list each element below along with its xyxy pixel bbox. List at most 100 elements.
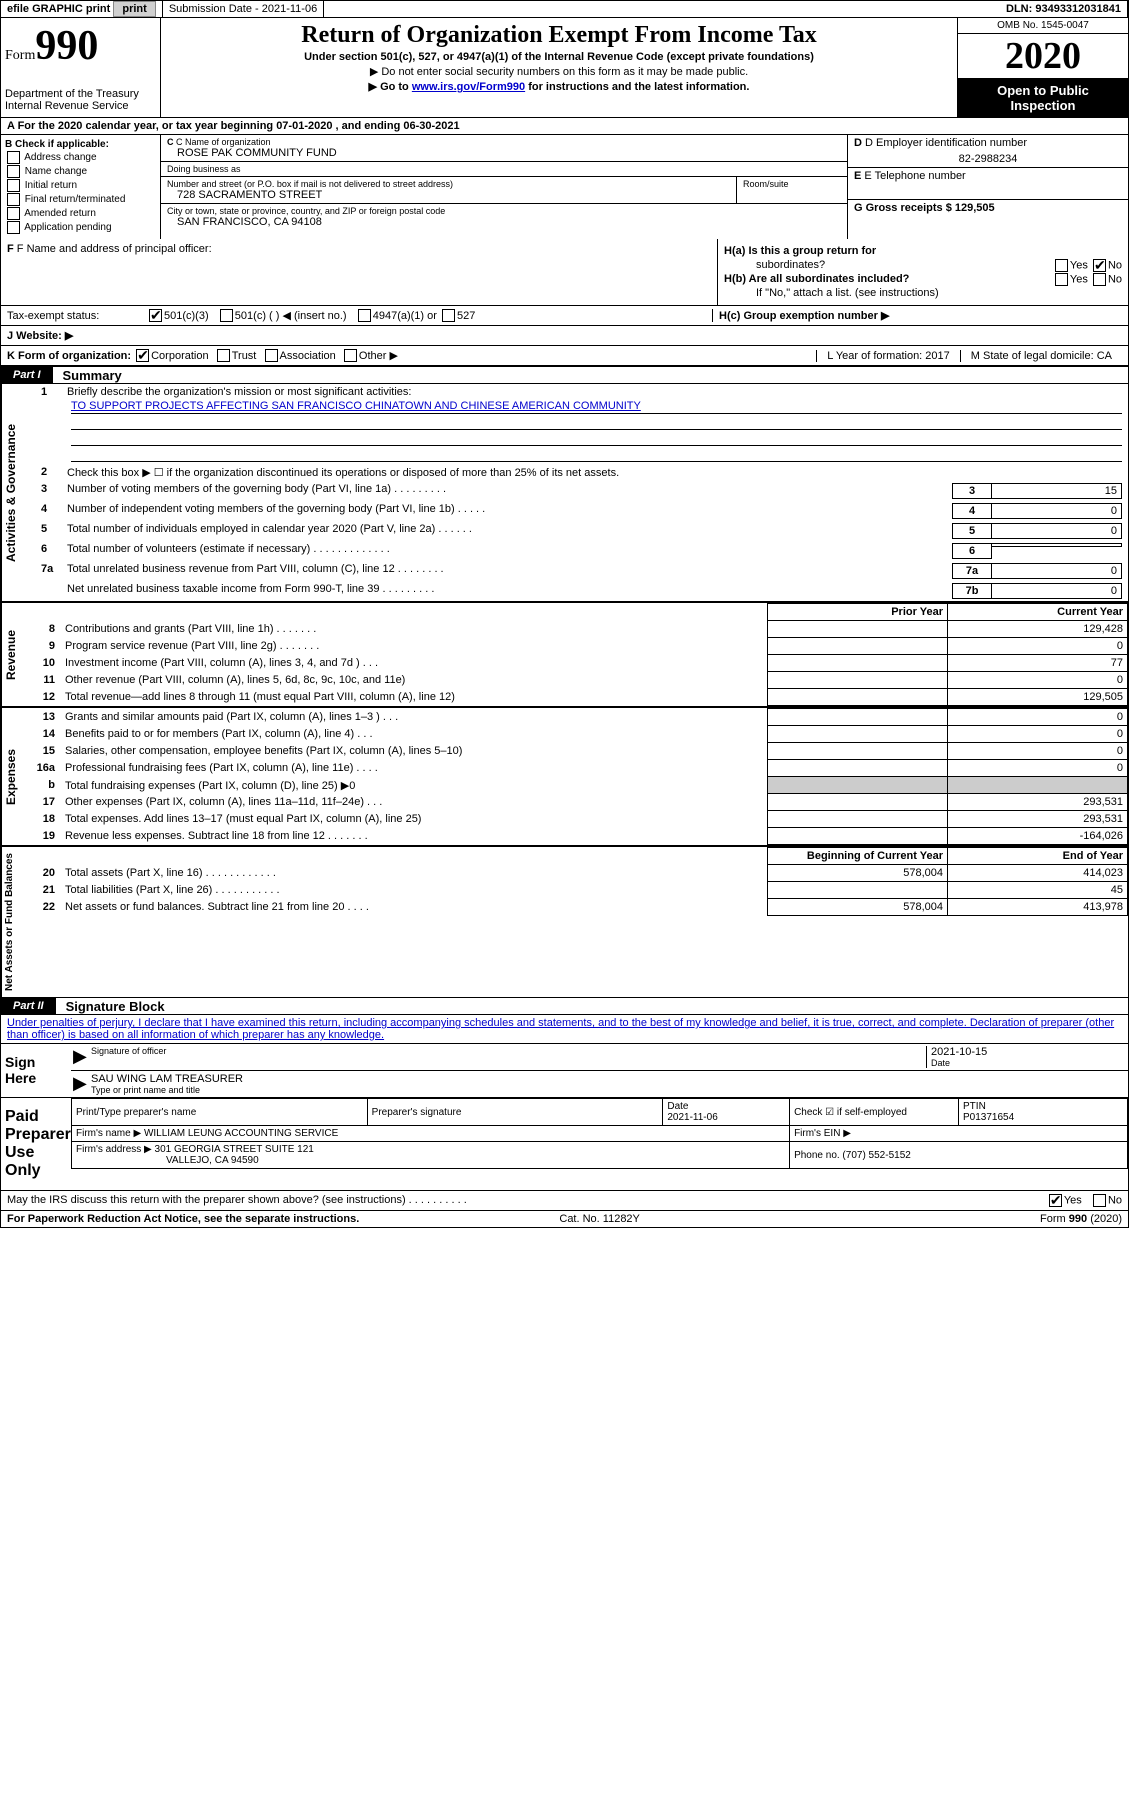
row-prior (768, 794, 948, 811)
part2-tab: Part II (1, 998, 56, 1014)
row-prior (768, 655, 948, 672)
hc-line: H(c) Group exemption number ▶ (712, 309, 1122, 322)
hb-no[interactable] (1093, 273, 1106, 286)
row-desc: Revenue less expenses. Subtract line 18 … (61, 828, 768, 845)
discuss-no[interactable] (1093, 1194, 1106, 1207)
table-row: 9 Program service revenue (Part VIII, li… (31, 638, 1128, 655)
cb-corporation[interactable] (136, 349, 149, 362)
row-desc: Total liabilities (Part X, line 26) . . … (61, 882, 768, 899)
section-b-header: B Check if applicable: (5, 139, 156, 150)
row-current (948, 777, 1128, 794)
prep-h3: Date (667, 1101, 688, 1112)
line-val (992, 543, 1122, 547)
mission-text[interactable]: TO SUPPORT PROJECTS AFFECTING SAN FRANCI… (71, 400, 641, 412)
section-bcde: B Check if applicable: Address change Na… (1, 135, 1128, 239)
cb-amended-return[interactable]: Amended return (5, 207, 156, 220)
hb-yes[interactable] (1055, 273, 1068, 286)
line-box: 6 (952, 543, 992, 559)
ha-line: H(a) Is this a group return for (724, 245, 1122, 257)
discuss-yes[interactable] (1049, 1194, 1062, 1207)
ha-no[interactable] (1093, 259, 1106, 272)
paid-preparer-label: Paid Preparer Use Only (1, 1098, 71, 1190)
revenue-table: Prior YearCurrent Year 8 Contributions a… (31, 603, 1128, 706)
cb-4947[interactable] (358, 309, 371, 322)
part1-governance: Activities & Governance 1 Briefly descri… (1, 384, 1128, 603)
line-box: 7b (952, 583, 992, 599)
prep-date: 2021-11-06 (667, 1112, 717, 1123)
row-current: 413,978 (948, 899, 1128, 916)
cb-name-change[interactable]: Name change (5, 165, 156, 178)
discuss-question: May the IRS discuss this return with the… (7, 1194, 467, 1207)
part2-title: Signature Block (56, 999, 165, 1014)
cb-address-change[interactable]: Address change (5, 151, 156, 164)
line-desc: Net unrelated business taxable income fr… (67, 583, 952, 595)
dln: DLN: 93493312031841 (1000, 1, 1128, 17)
row-desc: Program service revenue (Part VIII, line… (61, 638, 768, 655)
cb-initial-return[interactable]: Initial return (5, 179, 156, 192)
line-val: 0 (992, 583, 1122, 599)
cb-trust[interactable] (217, 349, 230, 362)
row-desc: Professional fundraising fees (Part IX, … (61, 760, 768, 777)
row-current: 0 (948, 709, 1128, 726)
form-main: Form990 Department of the Treasury Inter… (0, 18, 1129, 1228)
irs-label: Internal Revenue Service (5, 100, 156, 112)
gov-line: 7a Total unrelated business revenue from… (31, 561, 1128, 581)
cb-501c3[interactable] (149, 309, 162, 322)
sig-arrow-icon: ▶ (73, 1046, 87, 1068)
state-domicile: M State of legal domicile: CA (960, 350, 1122, 362)
table-row: b Total fundraising expenses (Part IX, c… (31, 777, 1128, 794)
side-revenue: Revenue (1, 603, 31, 706)
row-a-tax-year: A For the 2020 calendar year, or tax yea… (1, 118, 1128, 135)
ha-line2: subordinates? Yes No (724, 259, 1122, 271)
tax-status-row: Tax-exempt status: 501(c)(3) 501(c) ( ) … (1, 306, 1128, 326)
cb-527[interactable] (442, 309, 455, 322)
row-desc: Grants and similar amounts paid (Part IX… (61, 709, 768, 726)
gov-line: 5 Total number of individuals employed i… (31, 521, 1128, 541)
table-row: 13 Grants and similar amounts paid (Part… (31, 709, 1128, 726)
name-arrow-icon: ▶ (73, 1073, 87, 1095)
mission-blank1 (71, 416, 1122, 430)
officer-name: SAU WING LAM TREASURER (91, 1073, 243, 1085)
table-row: 22 Net assets or fund balances. Subtract… (31, 899, 1128, 916)
row-current: -164,026 (948, 828, 1128, 845)
firm-addr: 301 GEORGIA STREET SUITE 121 (155, 1144, 314, 1155)
ha-yes[interactable] (1055, 259, 1068, 272)
cb-application-pending[interactable]: Application pending (5, 221, 156, 234)
row-num: b (31, 777, 61, 794)
sign-here-section: Sign Here ▶ Signature of officer 2021-10… (1, 1044, 1128, 1098)
gross-receipts: G Gross receipts $ 129,505 (854, 202, 1122, 214)
perjury-link[interactable]: Under penalties of perjury, I declare th… (7, 1017, 1114, 1041)
year-formation: L Year of formation: 2017 (816, 350, 960, 362)
line-val: 0 (992, 523, 1122, 539)
irs-link[interactable]: www.irs.gov/Form990 (412, 81, 525, 93)
tax-status-label: Tax-exempt status: (7, 310, 147, 322)
row-num: 16a (31, 760, 61, 777)
print-button[interactable]: print (113, 1, 155, 17)
row-num: 20 (31, 865, 61, 882)
line-desc: Total unrelated business revenue from Pa… (67, 563, 952, 575)
row-prior (768, 882, 948, 899)
paid-preparer-section: Paid Preparer Use Only Print/Type prepar… (1, 1098, 1128, 1191)
part1-revenue: Revenue Prior YearCurrent Year 8 Contrib… (1, 603, 1128, 708)
row-prior (768, 828, 948, 845)
row-current: 293,531 (948, 811, 1128, 828)
page-footer: For Paperwork Reduction Act Notice, see … (1, 1210, 1128, 1227)
cb-501c[interactable] (220, 309, 233, 322)
row-prior (768, 709, 948, 726)
cb-final-return[interactable]: Final return/terminated (5, 193, 156, 206)
addr-label: Number and street (or P.O. box if mail i… (167, 179, 730, 189)
row-num: 22 (31, 899, 61, 916)
officer-name-label: Type or print name and title (91, 1085, 1122, 1095)
row-current: 129,428 (948, 621, 1128, 638)
line-desc: Number of independent voting members of … (67, 503, 952, 515)
prep-self-employed: Check ☑ if self-employed (790, 1099, 959, 1126)
cb-other[interactable] (344, 349, 357, 362)
firm-addr-label: Firm's address ▶ (76, 1144, 152, 1155)
table-row: 18 Total expenses. Add lines 13–17 (must… (31, 811, 1128, 828)
line-num: 4 (37, 503, 67, 515)
line-num: 6 (37, 543, 67, 555)
footer-left: For Paperwork Reduction Act Notice, see … (7, 1213, 359, 1225)
cb-association[interactable] (265, 349, 278, 362)
expenses-table: 13 Grants and similar amounts paid (Part… (31, 708, 1128, 845)
row-current: 45 (948, 882, 1128, 899)
